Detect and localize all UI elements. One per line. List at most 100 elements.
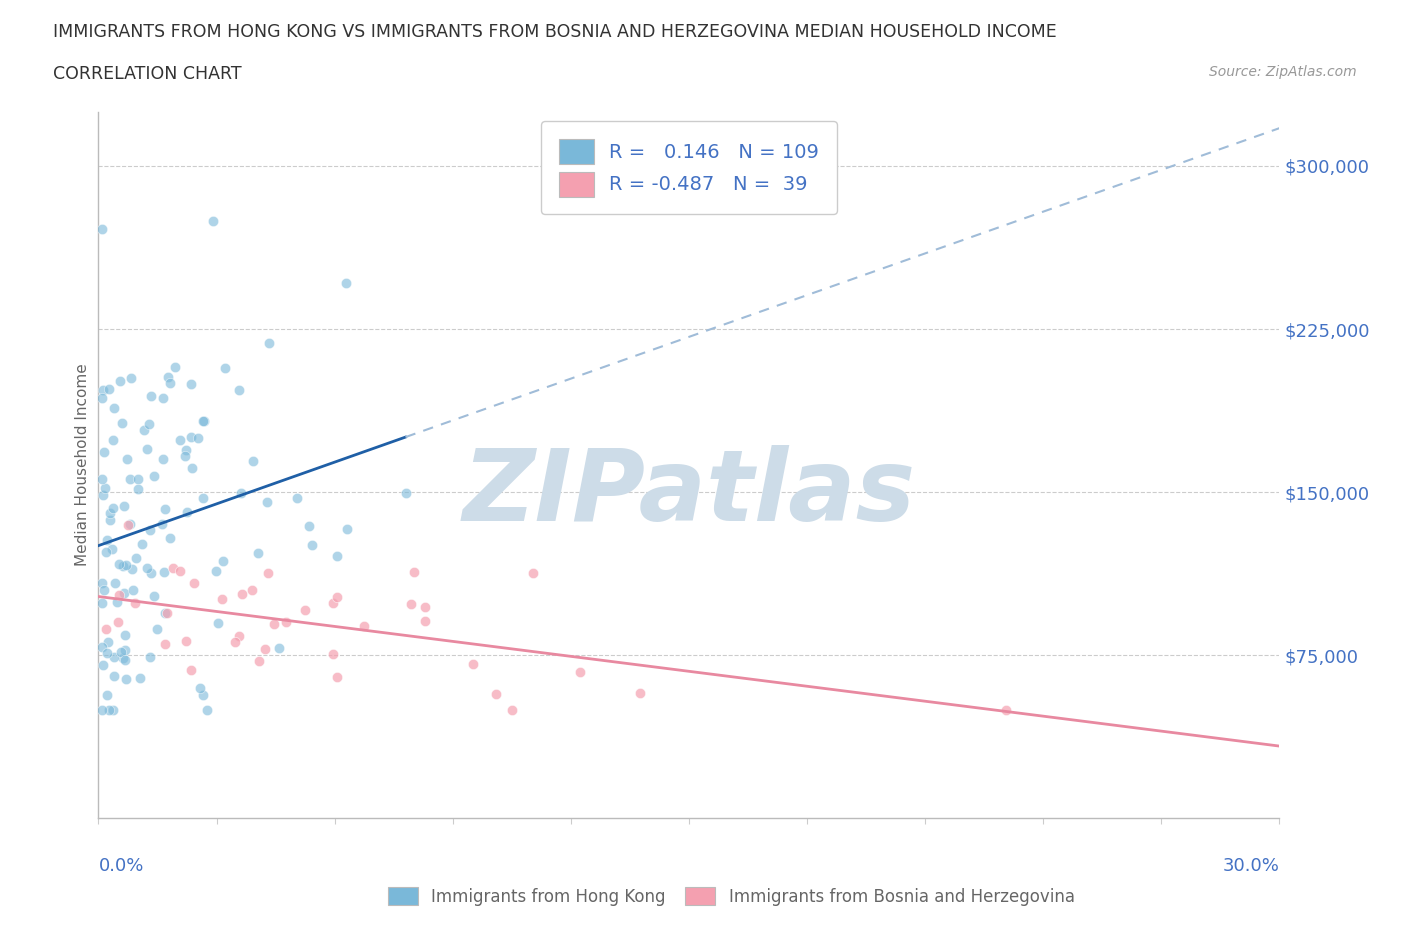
Point: [128, 671, 150, 685]
Point: [96, 533, 118, 548]
Point: [100, 505, 122, 520]
Text: IMMIGRANTS FROM HONG KONG VS IMMIGRANTS FROM BOSNIA AND HERZEGOVINA MEDIAN HOUSE: IMMIGRANTS FROM HONG KONG VS IMMIGRANTS …: [53, 23, 1057, 41]
Point: [193, 414, 215, 429]
Point: [91, 640, 114, 655]
Point: [111, 559, 134, 574]
Point: [413, 614, 436, 629]
Point: [152, 391, 174, 405]
Point: [153, 636, 176, 651]
Point: [228, 383, 250, 398]
Point: [399, 596, 422, 611]
Point: [94, 621, 117, 636]
Point: [162, 561, 184, 576]
Point: [132, 422, 155, 437]
Point: [91, 702, 114, 717]
Point: [107, 614, 129, 629]
Point: [135, 441, 157, 456]
Point: [187, 431, 209, 445]
Point: [228, 629, 250, 644]
Point: [94, 481, 117, 496]
Point: [96, 646, 118, 661]
Point: [138, 649, 160, 664]
Point: [301, 538, 323, 552]
Point: [325, 670, 347, 684]
Point: [159, 530, 181, 545]
Point: [115, 451, 138, 466]
Point: [242, 453, 264, 468]
Point: [193, 687, 215, 702]
Point: [191, 490, 214, 505]
Point: [501, 702, 523, 717]
Point: [152, 451, 174, 466]
Point: [153, 605, 176, 620]
Point: [180, 430, 202, 445]
Point: [169, 432, 191, 447]
Point: [336, 521, 359, 536]
Point: [139, 523, 162, 538]
Point: [463, 657, 485, 671]
Point: [103, 650, 125, 665]
Text: CORRELATION CHART: CORRELATION CHART: [53, 65, 242, 83]
Legend: R =   0.146   N = 109, R = -0.487   N =  39: R = 0.146 N = 109, R = -0.487 N = 39: [541, 121, 837, 214]
Point: [97, 635, 120, 650]
Point: [188, 680, 211, 695]
Text: 0.0%: 0.0%: [98, 857, 143, 875]
Point: [224, 634, 246, 649]
Point: [628, 685, 651, 700]
Point: [96, 687, 118, 702]
Point: [353, 618, 375, 633]
Point: [118, 516, 141, 531]
Point: [128, 481, 150, 496]
Point: [214, 361, 236, 376]
Point: [127, 472, 149, 486]
Point: [231, 587, 253, 602]
Point: [204, 564, 226, 578]
Point: [257, 565, 280, 580]
Point: [207, 616, 229, 631]
Point: [135, 561, 157, 576]
Point: [100, 512, 122, 527]
Point: [322, 596, 344, 611]
Point: [183, 576, 205, 591]
Point: [105, 594, 128, 609]
Point: [120, 371, 142, 386]
Point: [131, 537, 153, 551]
Point: [159, 376, 181, 391]
Point: [402, 565, 425, 579]
Legend: Immigrants from Hong Kong, Immigrants from Bosnia and Herzegovina: Immigrants from Hong Kong, Immigrants fr…: [381, 881, 1081, 912]
Point: [256, 495, 278, 510]
Point: [247, 545, 270, 560]
Point: [111, 651, 134, 666]
Point: [143, 589, 166, 604]
Point: [98, 702, 121, 717]
Point: [94, 545, 117, 560]
Y-axis label: Median Household Income: Median Household Income: [75, 364, 90, 566]
Point: [415, 600, 437, 615]
Point: [298, 519, 321, 534]
Point: [114, 628, 136, 643]
Point: [139, 389, 162, 404]
Point: [91, 658, 114, 672]
Point: [117, 517, 139, 532]
Point: [326, 590, 349, 604]
Point: [108, 374, 131, 389]
Point: [191, 413, 214, 428]
Point: [180, 377, 202, 392]
Point: [263, 617, 285, 631]
Point: [142, 469, 165, 484]
Point: [98, 381, 121, 396]
Point: [522, 565, 544, 580]
Point: [257, 336, 280, 351]
Point: [276, 614, 298, 629]
Point: [394, 485, 416, 500]
Point: [202, 214, 225, 229]
Point: [994, 702, 1017, 717]
Point: [156, 606, 179, 621]
Point: [322, 647, 344, 662]
Point: [124, 595, 146, 610]
Point: [118, 472, 141, 486]
Point: [285, 490, 308, 505]
Point: [103, 401, 125, 416]
Point: [242, 582, 264, 597]
Point: [174, 634, 197, 649]
